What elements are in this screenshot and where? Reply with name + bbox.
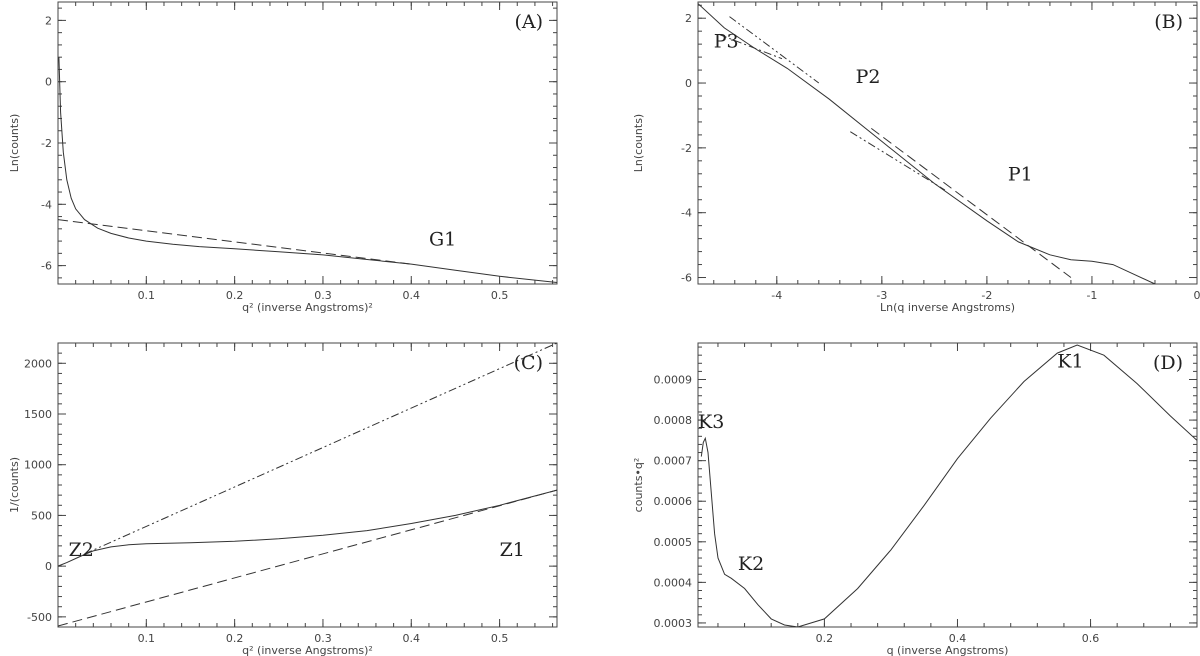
- annotation-k3: K3: [698, 411, 724, 433]
- y-tick-label: -4: [41, 198, 52, 211]
- x-tick-label: 0.6: [1082, 632, 1100, 645]
- annotation-k2: K2: [738, 553, 764, 575]
- x-axis-label: q (inverse Angstroms): [887, 644, 1009, 656]
- x-tick-label: 0.2: [816, 632, 834, 645]
- annotation-p2: P2: [856, 66, 881, 88]
- panel-d: 0.2 0.4 0.6 0.0003 0.0004 0.0005 0.0006 0.0007 0…: [632, 342, 1198, 656]
- series-line-dash-dot-dot: [84, 343, 557, 555]
- x-tick-label: 0.4: [403, 632, 421, 645]
- y-tick-label: 0.0008: [654, 414, 693, 427]
- y-tick-label: 2000: [24, 357, 52, 370]
- x-tick-label: -2: [981, 289, 992, 302]
- y-tick-label: 0.0004: [654, 576, 693, 589]
- plot-frame: [697, 342, 1198, 628]
- panel-label: (B): [1154, 11, 1183, 33]
- series-line-dash-dot-dot: [850, 131, 946, 191]
- panel-c: 0.1 0.2 0.3 0.4 0.5 -500 0 500 1000 1500 2000 q² (i…: [8, 342, 558, 656]
- panel-b: -4 -3 -2 -1 0 -6 -4 -2 0 2 Ln(q inverse Angstroms)…: [632, 1, 1200, 314]
- panel-label: (A): [514, 11, 543, 33]
- y-tick-label: 0.0003: [654, 617, 693, 630]
- y-axis-label: Ln(counts): [632, 114, 645, 172]
- y-tick-label: -4: [681, 207, 692, 220]
- panel-a: 0.1 0.2 0.3 0.4 0.5 -6 -4 -2 0 2 q² (inverse Angst…: [8, 1, 558, 314]
- series-line-solid: [58, 57, 557, 283]
- annotation-p1: P1: [1008, 163, 1033, 185]
- x-tick-label: 0.5: [491, 632, 509, 645]
- x-tick-label: -4: [771, 289, 782, 302]
- y-tick-label: 2: [685, 12, 692, 25]
- panel-label: (D): [1153, 352, 1183, 374]
- series-line-dashed: [58, 489, 557, 627]
- y-tick-label: -500: [27, 611, 52, 624]
- series-line-dash-dot-dot: [729, 16, 820, 84]
- y-tick-label: -2: [41, 137, 52, 150]
- x-axis-label: Ln(q inverse Angstroms): [880, 301, 1015, 314]
- x-tick-label: 0: [1194, 289, 1200, 302]
- series-line-dashed: [871, 127, 1072, 278]
- annotation-g1: G1: [429, 229, 456, 251]
- annotation-z2: Z2: [69, 539, 94, 561]
- series-line-dashed: [58, 219, 412, 265]
- plot-frame: [57, 1, 558, 285]
- y-tick-label: 0.0009: [654, 374, 693, 387]
- y-tick-label: -6: [41, 260, 52, 273]
- plot-frame: [697, 1, 1198, 285]
- x-tick-label: 0.1: [138, 632, 156, 645]
- y-tick-label: 2: [45, 14, 52, 27]
- y-tick-label: 1000: [24, 459, 52, 472]
- series-line-solid: [698, 3, 1156, 284]
- y-tick-label: 0: [685, 77, 692, 90]
- x-axis-label: q² (inverse Angstroms)²: [242, 301, 373, 314]
- x-tick-label: 0.2: [226, 289, 244, 302]
- y-axis-label: 1/(counts): [8, 457, 21, 513]
- x-tick-label: -1: [1086, 289, 1097, 302]
- x-tick-label: 0.3: [314, 289, 332, 302]
- y-tick-label: 0.0005: [654, 536, 693, 549]
- x-tick-label: 0.2: [226, 632, 244, 645]
- x-tick-label: -3: [876, 289, 887, 302]
- x-axis-label: q² (inverse Angstroms)²: [242, 644, 373, 656]
- panel-label: (C): [514, 352, 543, 374]
- y-axis-label: counts•q²: [632, 458, 645, 513]
- x-tick-label: 0.1: [138, 289, 156, 302]
- y-tick-label: 0: [45, 560, 52, 573]
- y-axis-label: Ln(counts): [8, 114, 21, 172]
- y-tick-label: 500: [31, 509, 52, 522]
- plot-frame: [57, 342, 558, 628]
- x-tick-label: 0.5: [491, 289, 509, 302]
- y-tick-label: 0: [45, 76, 52, 89]
- series-line-dash-dot: [718, 33, 783, 60]
- x-tick-label: 0.4: [949, 632, 967, 645]
- annotation-p3: P3: [714, 30, 739, 52]
- series-line-solid: [58, 489, 557, 567]
- x-tick-label: 0.4: [403, 289, 421, 302]
- y-tick-label: 0.0007: [654, 455, 693, 468]
- annotation-z1: Z1: [500, 539, 525, 561]
- y-tick-label: 1500: [24, 408, 52, 421]
- y-tick-label: -6: [681, 272, 692, 285]
- y-tick-label: -2: [681, 142, 692, 155]
- y-tick-label: 0.0006: [654, 495, 693, 508]
- x-tick-label: 0.3: [314, 632, 332, 645]
- annotation-k1: K1: [1057, 350, 1083, 372]
- series-line-solid: [700, 344, 1197, 627]
